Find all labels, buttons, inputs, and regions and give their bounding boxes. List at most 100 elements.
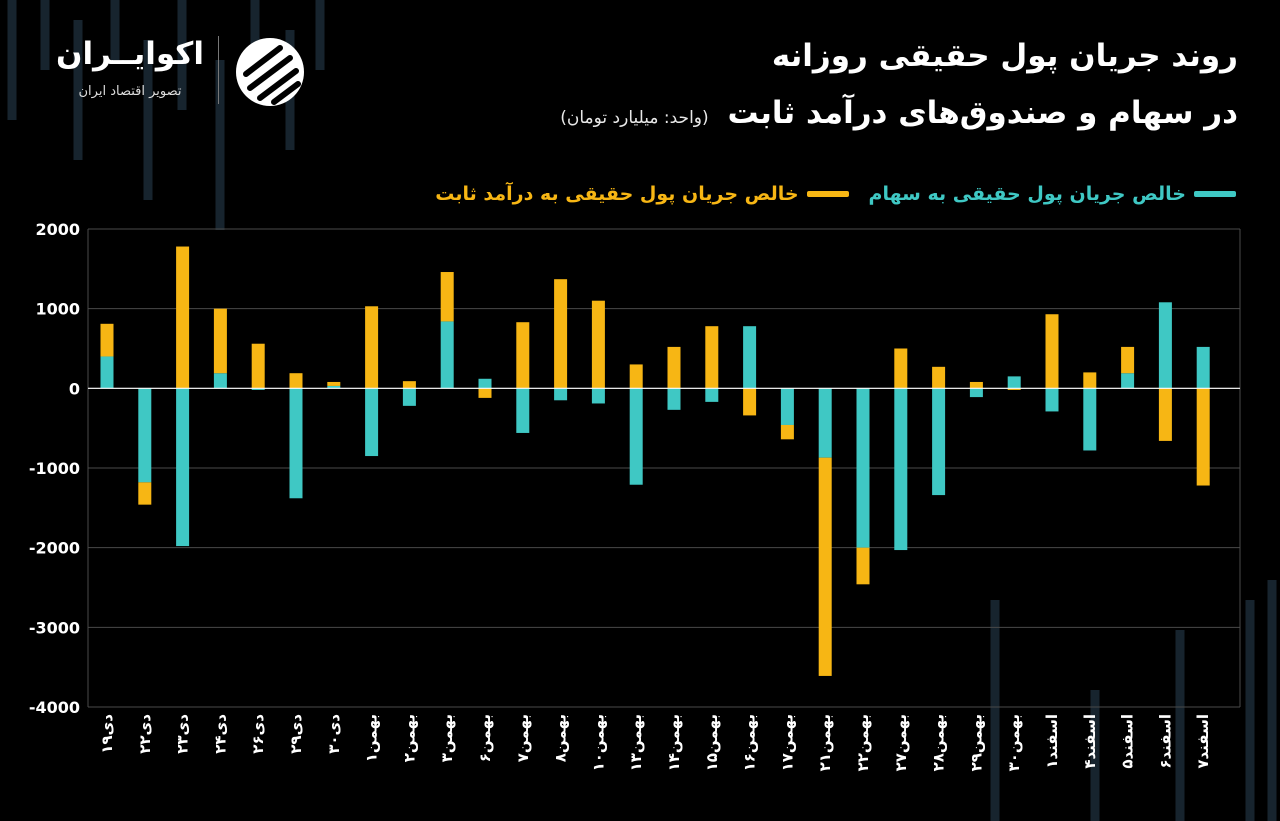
bar-fixed-income xyxy=(1007,388,1021,390)
bar-fixed-income xyxy=(289,373,303,389)
bar-stocks xyxy=(402,388,416,406)
bar-fixed-income xyxy=(629,364,643,389)
bar-fixed-income xyxy=(591,300,605,389)
x-tick-label: بهمن۷ xyxy=(514,714,532,762)
x-tick-label: بهمن۳ xyxy=(438,714,456,762)
x-tick-label: بهمن۱ xyxy=(363,714,381,762)
x-tick-label: بهمن۱۶ xyxy=(741,714,759,771)
bar-stocks xyxy=(516,388,530,433)
bar-fixed-income xyxy=(932,366,946,389)
bar-fixed-income xyxy=(705,326,719,389)
y-tick-label: 2000 xyxy=(35,220,80,239)
x-tick-label: اسفند۴ xyxy=(1081,714,1099,769)
x-tick-label: ۲۲دی xyxy=(136,714,154,754)
x-tick-label: بهمن۲۹ xyxy=(967,714,985,771)
bar-stocks xyxy=(176,388,190,547)
x-tick-label: اسفند۵ xyxy=(1119,714,1137,769)
bar-stocks xyxy=(743,326,757,389)
legend-swatch-stocks xyxy=(1194,191,1236,197)
bar-stocks xyxy=(591,388,605,404)
bar-fixed-income xyxy=(251,343,265,389)
y-tick-label: -3000 xyxy=(29,618,80,637)
bar-fixed-income xyxy=(478,388,492,398)
x-tick-label: اسفند۶ xyxy=(1156,714,1174,769)
chart-subtitle-text: در سهام و صندوق‌های درآمد ثابت xyxy=(727,95,1238,131)
unit-label: (واحد: میلیارد تومان) xyxy=(560,108,709,128)
x-tick-label: بهمن۸ xyxy=(552,714,570,762)
bar-stocks xyxy=(138,388,152,483)
logo: اکوایــران تصویر اقتصاد ایران xyxy=(50,32,320,112)
bar-stocks xyxy=(667,388,681,410)
bar-stocks xyxy=(213,373,227,389)
legend-label-stocks: خالص جریان پول حقیقی به سهام xyxy=(868,183,1186,205)
legend-item-fixed-income: خالص جریان پول حقیقی به درآمد ثابت xyxy=(435,183,849,205)
bar-fixed-income xyxy=(100,323,114,357)
bar-fixed-income xyxy=(743,388,757,416)
chart-subtitle: در سهام و صندوق‌های درآمد ثابت (واحد: می… xyxy=(560,95,1238,131)
bar-fixed-income xyxy=(365,306,379,389)
bar-fixed-income xyxy=(1158,388,1172,441)
x-tick-label: ۲۳دی xyxy=(174,714,192,754)
y-tick-label: -1000 xyxy=(29,459,80,478)
bar-fixed-income xyxy=(402,381,416,389)
bar-stocks xyxy=(629,388,643,485)
x-tick-label: بهمن۱۷ xyxy=(778,714,796,771)
x-tick-label: ۲۹دی xyxy=(287,714,305,754)
y-tick-label: 1000 xyxy=(35,300,80,319)
bar-stocks xyxy=(100,356,114,389)
bar-fixed-income xyxy=(176,246,190,389)
bar-fixed-income xyxy=(554,279,568,389)
x-tick-label: اسفند۱ xyxy=(1043,714,1061,769)
bar-stocks xyxy=(894,388,908,551)
bar-stocks xyxy=(251,388,265,390)
bar-stocks xyxy=(780,388,794,425)
x-tick-label: بهمن۳۰ xyxy=(1005,714,1023,771)
x-tick-label: بهمن۲۷ xyxy=(892,714,910,771)
bar-stocks xyxy=(1083,388,1097,451)
bar-fixed-income xyxy=(856,547,870,585)
x-tick-label: بهمن۲ xyxy=(400,714,418,762)
bar-fixed-income xyxy=(516,322,530,389)
bar-fixed-income xyxy=(969,381,983,389)
bar-stocks xyxy=(289,388,303,499)
logo-mark-icon xyxy=(236,38,304,106)
bar-stocks xyxy=(554,388,568,401)
bar-stocks xyxy=(1158,302,1172,389)
x-tick-label: اسفند۷ xyxy=(1194,714,1212,769)
x-tick-label: بهمن۱۴ xyxy=(665,714,683,771)
bar-fixed-income xyxy=(1121,346,1135,374)
x-tick-label: بهمن۱۵ xyxy=(703,714,721,771)
x-tick-label: بهمن۲۱ xyxy=(816,714,834,771)
x-tick-label: ۲۶دی xyxy=(249,714,267,754)
legend-item-stocks: خالص جریان پول حقیقی به سهام xyxy=(869,183,1236,205)
bar-fixed-income xyxy=(818,457,832,676)
legend: خالص جریان پول حقیقی به سهام خالص جریان … xyxy=(435,183,1236,205)
x-tick-label: ۲۴دی xyxy=(211,714,229,754)
x-tick-label: بهمن۶ xyxy=(476,714,494,762)
logo-name: اکوایــران xyxy=(56,36,204,72)
y-tick-label: 0 xyxy=(69,379,80,398)
x-tick-label: بهمن۲۸ xyxy=(930,714,948,771)
bar-fixed-income xyxy=(1196,388,1210,486)
bar-fixed-income xyxy=(667,346,681,389)
bar-fixed-income xyxy=(894,348,908,389)
bar-fixed-income xyxy=(1083,372,1097,389)
x-tick-label: بهمن۱۰ xyxy=(589,714,607,771)
bar-stocks xyxy=(705,388,719,402)
bar-fixed-income xyxy=(780,424,794,440)
bar-fixed-income xyxy=(327,381,341,386)
bar-fixed-income xyxy=(213,308,227,374)
bar-stocks xyxy=(440,321,454,389)
bar-stocks xyxy=(1196,346,1210,389)
bar-fixed-income xyxy=(440,272,454,322)
x-tick-label: بهمن۲۲ xyxy=(854,714,872,771)
x-tick-label: ۱۹دی xyxy=(98,714,116,754)
y-tick-label: -2000 xyxy=(29,539,80,558)
bar-fixed-income xyxy=(138,482,152,505)
bar-stocks xyxy=(365,388,379,457)
bar-stocks xyxy=(932,388,946,496)
bar-stocks xyxy=(327,385,341,389)
bar-stocks xyxy=(1121,373,1135,389)
